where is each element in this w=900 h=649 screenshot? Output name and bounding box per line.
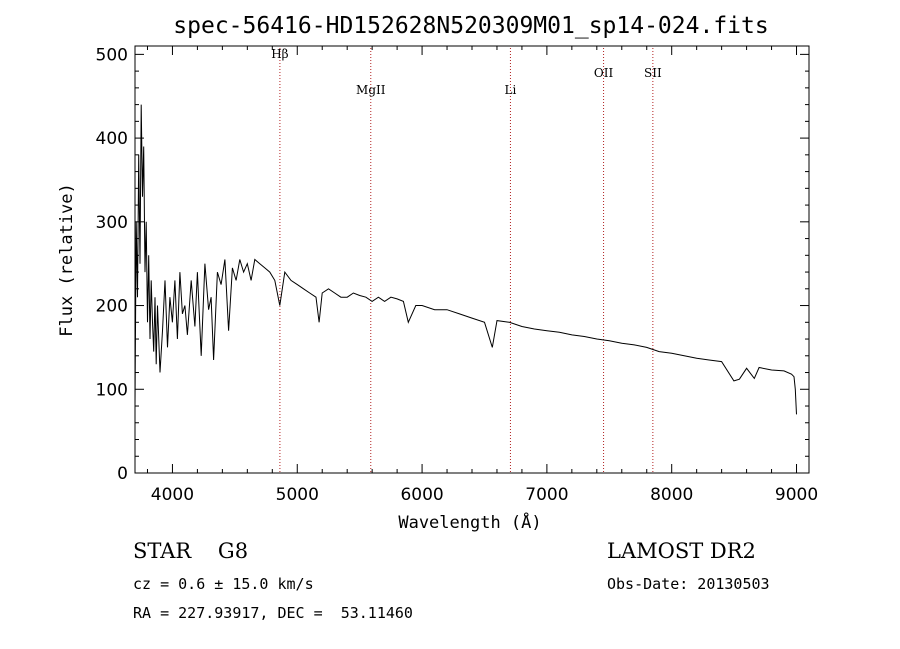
y-tick-label: 300 [96,213,128,233]
x-tick-label: 6000 [400,485,443,505]
chart-title: spec-56416-HD152628N520309M01_sp14-024.f… [173,13,768,39]
y-tick-label: 0 [117,464,128,484]
obs-date: Obs-Date: 20130503 [607,575,770,593]
plot-frame [134,45,810,474]
x-tick-label: 8000 [650,485,693,505]
x-tick-label: 5000 [276,485,319,505]
y-tick-label: 200 [96,297,128,317]
y-tick-label: 400 [96,129,128,149]
line-marker-label: Hβ [271,47,288,61]
radec-line: RA = 227.93917, DEC = 53.11460 [133,604,413,622]
y-axis-label: Flux (relative) [57,183,77,337]
survey-label: LAMOST DR2 [607,539,756,563]
class-line: STAR G8 [133,539,249,563]
spectrum-chart: spec-56416-HD152628N520309M01_sp14-024.f… [57,13,819,533]
x-tick-label: 9000 [775,485,818,505]
line-marker-label: OII [594,66,614,80]
x-axis-label: Wavelength (Å) [398,511,541,533]
spectrum-series-line [134,104,797,415]
x-tick-label: 7000 [525,485,568,505]
line-marker-label: Li [505,83,517,97]
y-tick-label: 100 [96,380,128,400]
cz-line: cz = 0.6 ± 15.0 km/s [133,575,314,593]
line-marker-layer: Hβ MgII Li OII SII [271,47,662,473]
x-tick-label: 4000 [151,485,194,505]
y-tick-label: 500 [96,45,128,65]
line-marker-label: MgII [356,83,386,97]
line-marker-label: SII [644,66,662,80]
axis-layer: 4000 5000 6000 7000 8000 9000 0 100 200 300 400 500 [96,45,819,505]
